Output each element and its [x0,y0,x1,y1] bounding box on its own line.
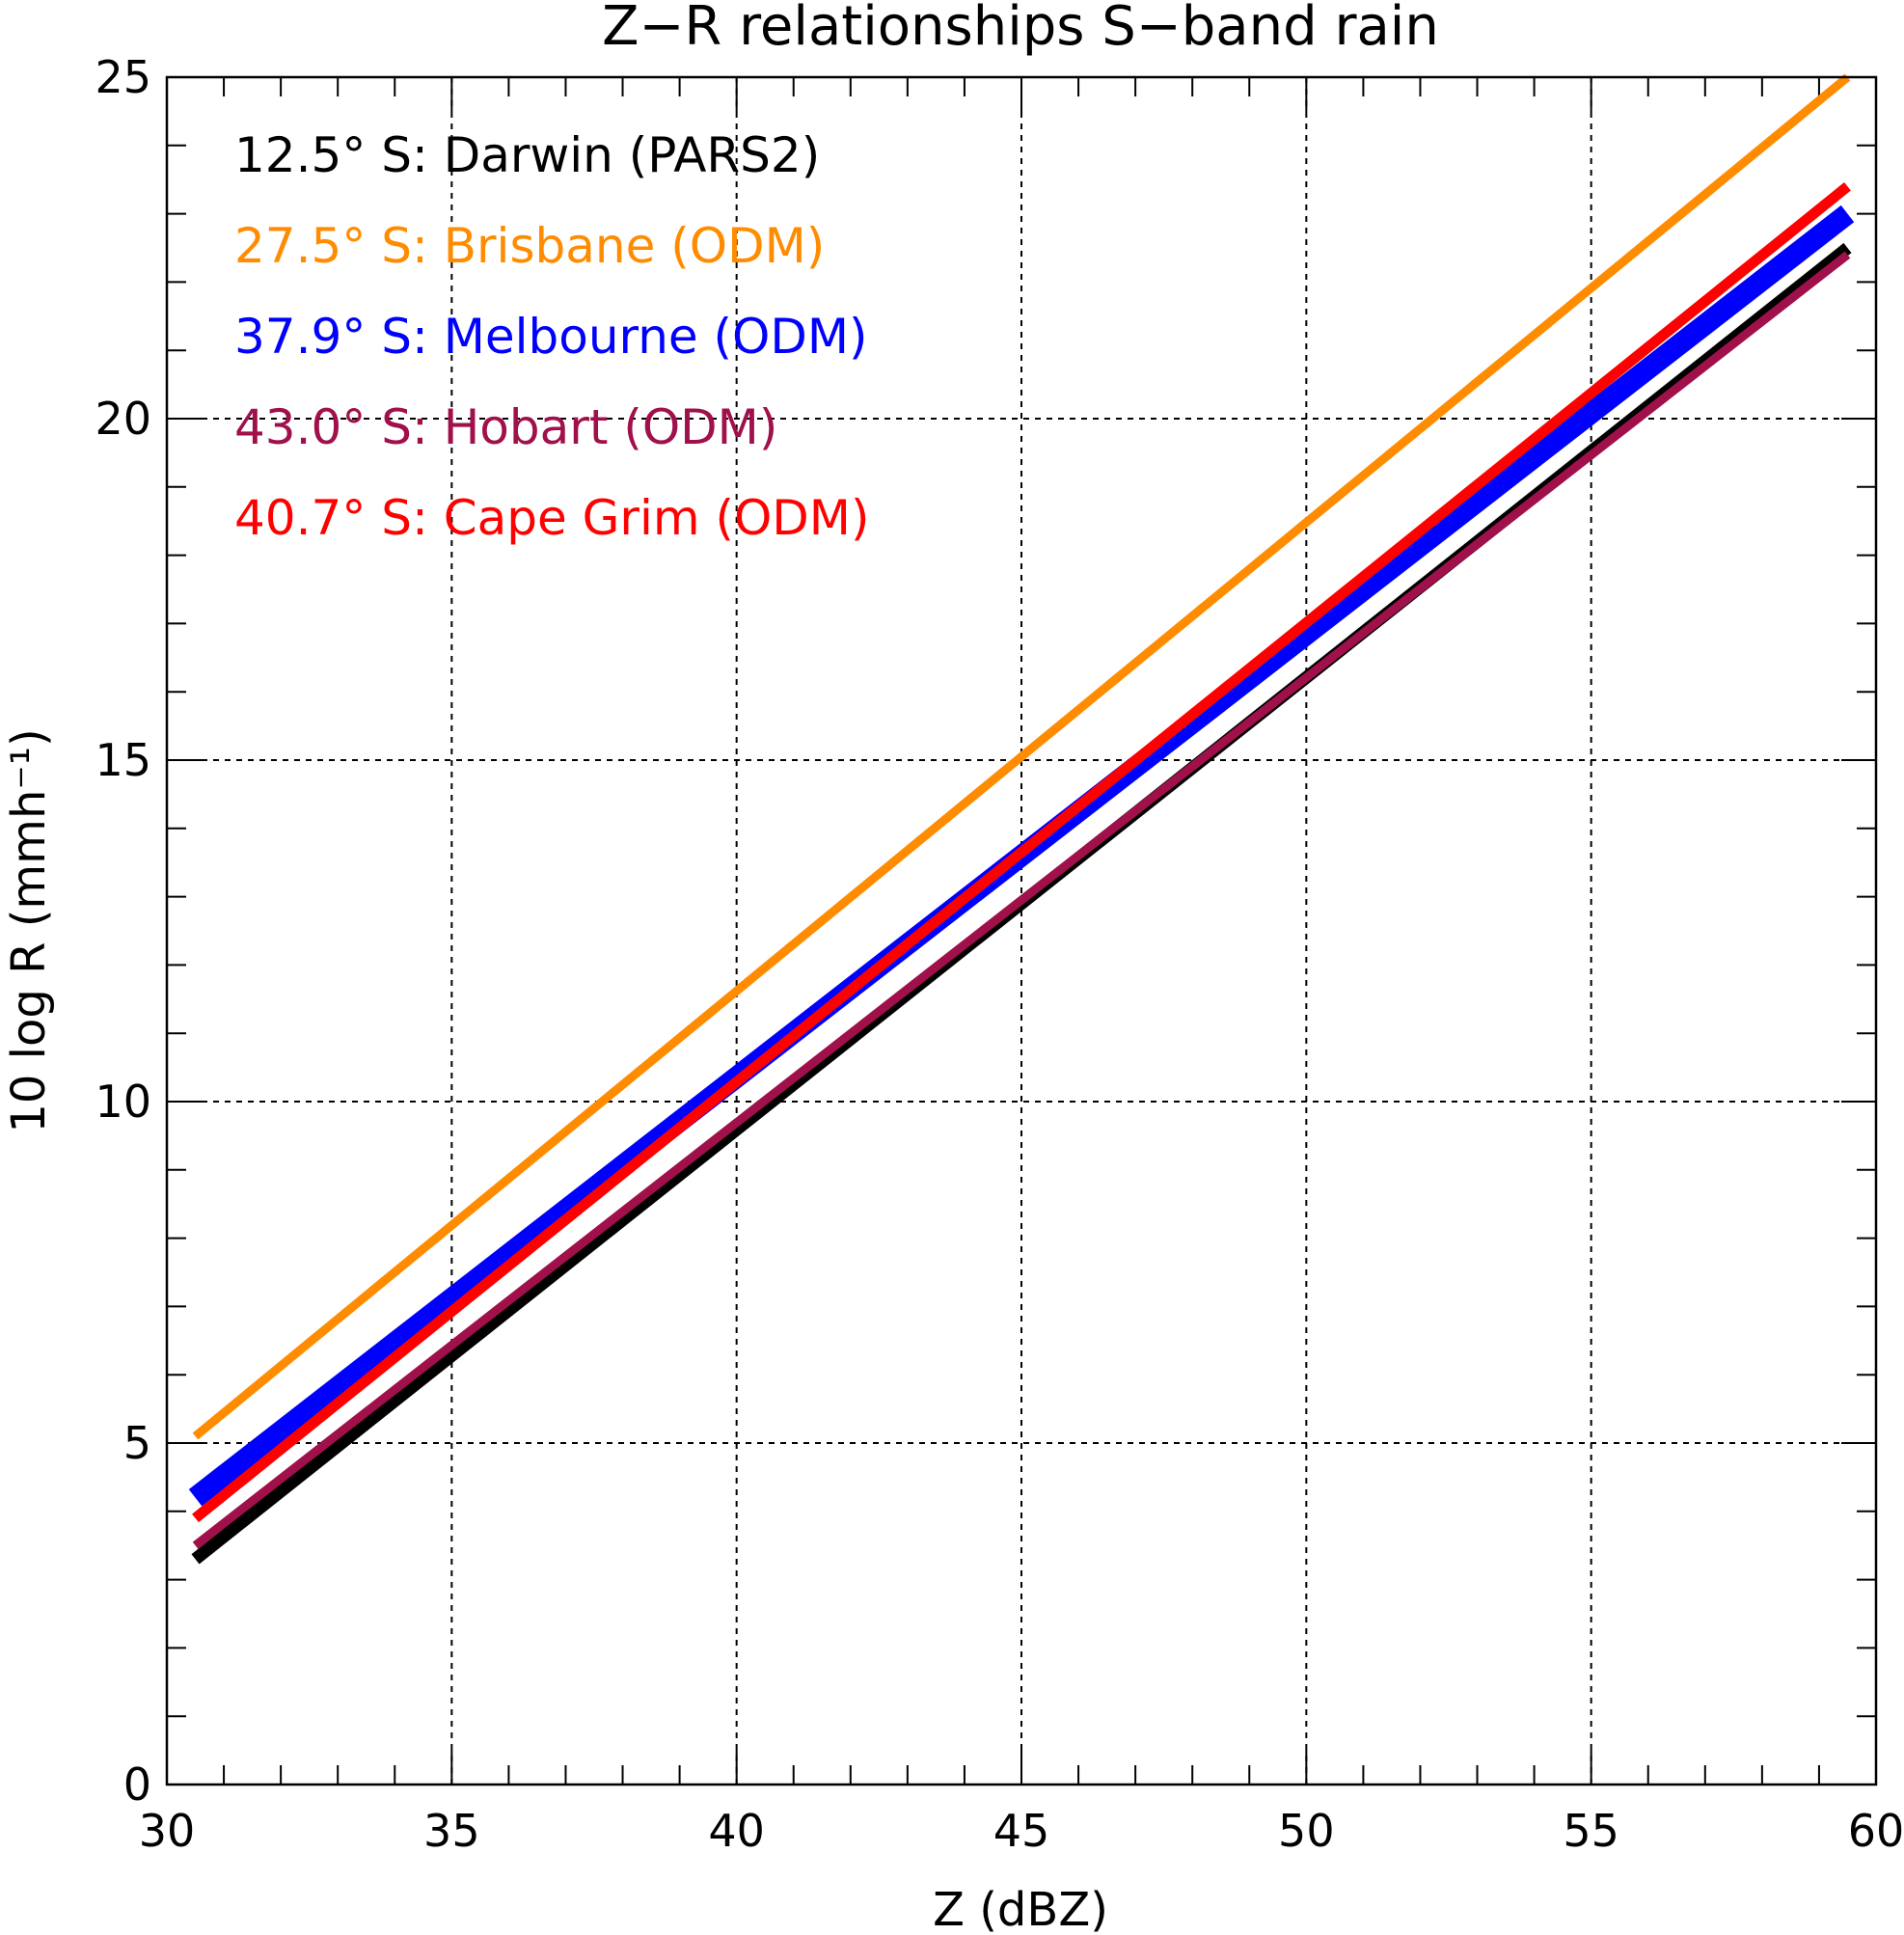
tick-layer [166,76,1877,1785]
series-line [192,251,1851,1549]
legend-entry: 12.5° S: Darwin (PARS2) [234,127,820,183]
series-layer [188,73,1855,1565]
x-tick-label: 50 [1278,1805,1335,1857]
x-tick-label: 55 [1563,1805,1619,1857]
x-tick-label: 35 [423,1805,480,1857]
plot-frame [165,75,1878,1786]
legend-entry: 27.5° S: Brisbane (ODM) [234,218,825,274]
legend-entry: 43.0° S: Hobart (ODM) [234,399,777,455]
x-tick-label: 60 [1848,1805,1904,1857]
y-tick-label: 20 [95,393,151,445]
tick-label-layer: 30 35 40 45 50 55 60 0 5 10 15 20 25 [95,51,1904,1857]
y-tick-label: 15 [95,734,151,786]
x-axis-label: Z (dBZ) [933,1883,1108,1935]
y-axis-label: 10 log R (mmh⁻¹) [2,728,56,1132]
series-line [192,181,1851,1523]
y-tick-label: 5 [123,1417,151,1469]
chart-title: Z−R relationships S−band rain [602,0,1439,58]
x-tick-label: 30 [139,1805,196,1857]
x-tick-label: 40 [708,1805,765,1857]
series-line [192,73,1851,1440]
legend-entry: 40.7° S: Cape Grim (ODM) [234,490,869,546]
legend: 12.5° S: Darwin (PARS2) 27.5° S: Brisbane… [234,127,869,546]
y-tick-label: 25 [95,51,151,103]
y-tick-label: 0 [123,1758,151,1811]
x-tick-label: 45 [993,1805,1050,1857]
y-tick-label: 10 [95,1076,151,1128]
legend-entry: 37.9° S: Melbourne (ODM) [234,309,868,365]
